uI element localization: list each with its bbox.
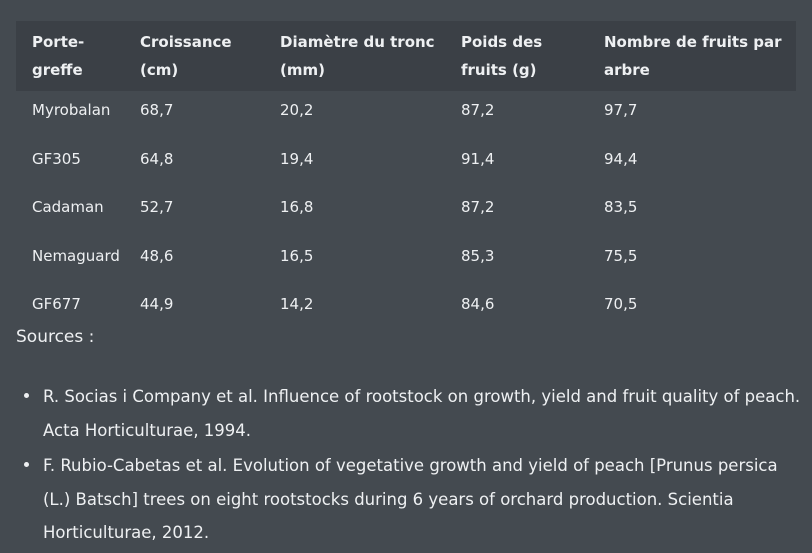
rootstock-table-container: Porte- greffe Croissance (cm) Diamètre d…	[16, 21, 796, 334]
cell-rootstock: GF305	[32, 149, 81, 168]
sources-list: R. Socias i Company et al. Influence of …	[16, 380, 806, 552]
cell-poids: 84,6	[461, 295, 495, 313]
table-body: Myrobalan 68,7 20,2 87,2 97,7 GF305 64,8…	[16, 91, 796, 334]
header-diametre-tronc: Diamètre du tronc (mm)	[280, 21, 461, 91]
cell-rootstock: Cadaman	[32, 198, 104, 216]
bullet-icon	[24, 462, 29, 467]
cell-nombre: 83,5	[604, 198, 638, 216]
rootstock-table: Porte- greffe Croissance (cm) Diamètre d…	[16, 21, 796, 334]
cell-poids: 87,2	[461, 198, 495, 216]
sources-heading: Sources :	[16, 327, 95, 347]
header-poids-fruits: Poids des fruits (g)	[461, 21, 604, 91]
cell-nombre: 70,5	[604, 295, 638, 313]
cell-rootstock: GF677	[32, 295, 81, 313]
table-row: Nemaguard 48,6 16,5 85,3 75,5	[16, 237, 796, 286]
cell-croissance: 68,7	[140, 101, 174, 119]
table-row: Cadaman 52,7 16,8 87,2 83,5	[16, 188, 796, 237]
cell-rootstock: Myrobalan	[32, 101, 111, 119]
header-row: Porte- greffe Croissance (cm) Diamètre d…	[16, 21, 796, 91]
cell-rootstock: Nemaguard	[32, 246, 120, 265]
bullet-icon	[24, 393, 29, 398]
header-croissance: Croissance (cm)	[140, 21, 280, 91]
cell-diametre: 16,8	[280, 198, 314, 216]
cell-diametre: 16,5	[280, 246, 314, 265]
cell-nombre: 75,5	[604, 246, 638, 265]
cell-croissance: 64,8	[140, 149, 174, 168]
cell-croissance: 48,6	[140, 246, 174, 265]
cell-poids: 87,2	[461, 101, 495, 119]
cell-poids: 85,3	[461, 246, 495, 265]
cell-diametre: 20,2	[280, 101, 314, 119]
cell-diametre: 19,4	[280, 149, 314, 168]
cell-nombre: 97,7	[604, 101, 638, 119]
table-row: GF305 64,8 19,4 91,4 94,4	[16, 140, 796, 189]
table-row: GF677 44,9 14,2 84,6 70,5	[16, 285, 796, 334]
cell-poids: 91,4	[461, 149, 495, 168]
table-header: Porte- greffe Croissance (cm) Diamètre d…	[16, 21, 796, 91]
cell-diametre: 14,2	[280, 295, 314, 313]
source-text: R. Socias i Company et al. Influence of …	[43, 387, 801, 440]
cell-croissance: 52,7	[140, 198, 174, 216]
source-text: F. Rubio-Cabetas et al. Evolution of veg…	[43, 456, 778, 542]
header-porte-greffe: Porte- greffe	[16, 21, 140, 91]
header-nombre-fruits: Nombre de fruits par arbre	[604, 21, 796, 91]
table-row: Myrobalan 68,7 20,2 87,2 97,7	[16, 91, 796, 140]
cell-nombre: 94,4	[604, 149, 638, 168]
source-item: R. Socias i Company et al. Influence of …	[16, 380, 806, 447]
cell-croissance: 44,9	[140, 295, 174, 313]
source-item: F. Rubio-Cabetas et al. Evolution of veg…	[16, 449, 806, 550]
